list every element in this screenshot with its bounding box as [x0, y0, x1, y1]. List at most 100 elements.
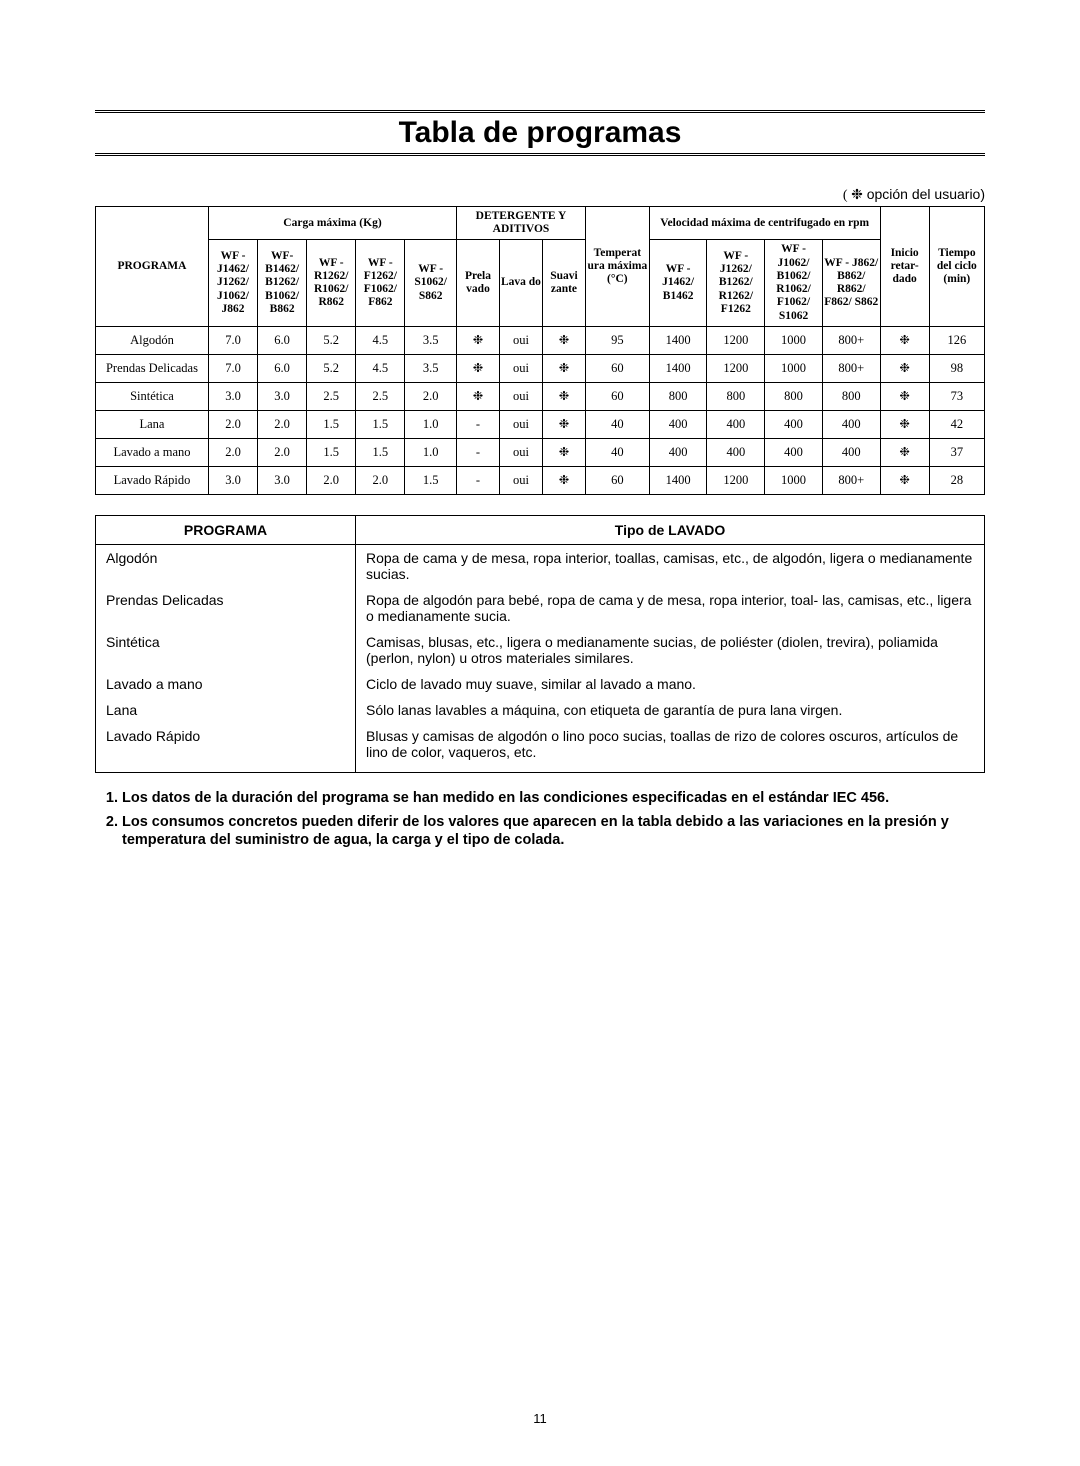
table-cell: 2.5	[356, 382, 405, 410]
table-cell: 400	[822, 438, 880, 466]
table-cell: oui	[499, 382, 542, 410]
table-cell: -	[457, 466, 500, 494]
table-cell: 40	[585, 438, 649, 466]
table-cell: 42	[929, 410, 984, 438]
table-row: Lavado Rápido3.03.02.02.01.5-oui❉6014001…	[96, 466, 985, 494]
table-row: LanaSólo lanas lavables a máquina, con e…	[96, 697, 985, 723]
table-cell: 40	[585, 410, 649, 438]
table-cell: 1.5	[307, 410, 356, 438]
table-cell: Sintética	[96, 382, 209, 410]
table-cell: ❉	[542, 382, 585, 410]
table-cell: 2.0	[307, 466, 356, 494]
th-det1: Prela vado	[457, 240, 500, 326]
th-det3: Suavi zante	[542, 240, 585, 326]
th-load3: WF - R1262/ R1062/ R862	[307, 240, 356, 326]
table-cell: 2.0	[405, 382, 457, 410]
th-load4: WF - F1262/ F1062/ F862	[356, 240, 405, 326]
table-cell: 126	[929, 326, 984, 354]
table-cell: 2.0	[258, 438, 307, 466]
table-cell: 800+	[822, 466, 880, 494]
table-cell: 800	[822, 382, 880, 410]
table-row: Lana2.02.01.51.51.0-oui❉40400400400400❉4…	[96, 410, 985, 438]
tipo-header-tipo: Tipo de LAVADO	[356, 515, 985, 544]
th-inicio: Inicio retar- dado	[880, 207, 929, 327]
wash-type-table: PROGRAMA Tipo de LAVADO AlgodónRopa de c…	[95, 515, 985, 773]
table-cell: 98	[929, 354, 984, 382]
page-number: 11	[0, 1411, 1080, 1426]
table-cell: Lavado Rápido	[96, 466, 209, 494]
table-cell: 4.5	[356, 326, 405, 354]
th-carga: Carga máxima (Kg)	[208, 207, 456, 240]
table-row: Lavado RápidoBlusas y camisas de algodón…	[96, 723, 985, 773]
table-cell: 1.5	[356, 438, 405, 466]
table-cell: 6.0	[258, 354, 307, 382]
table-cell: 2.0	[356, 466, 405, 494]
user-option-text: opción del usuario)	[867, 186, 985, 202]
table-cell: 3.0	[208, 382, 257, 410]
table-cell: 800	[649, 382, 707, 410]
programs-table-head: PROGRAMA Carga máxima (Kg) DETERGENTE Y …	[96, 207, 985, 327]
table-cell: 37	[929, 438, 984, 466]
tipo-programa-cell: Lavado a mano	[96, 671, 356, 697]
th-load5: WF - S1062/ S862	[405, 240, 457, 326]
table-cell: 400	[649, 410, 707, 438]
table-cell: 1000	[765, 466, 823, 494]
th-tiempo: Tiempo del ciclo (min)	[929, 207, 984, 327]
table-cell: 1000	[765, 354, 823, 382]
table-cell: 800	[707, 382, 765, 410]
table-cell: 400	[822, 410, 880, 438]
user-option-note: ( ❉ opción del usuario)	[95, 186, 985, 204]
table-row: Prendas DelicadasRopa de algodón para be…	[96, 587, 985, 629]
table-cell: 1400	[649, 466, 707, 494]
notes: Los datos de la duración del programa se…	[95, 789, 985, 849]
table-row: AlgodónRopa de cama y de mesa, ropa inte…	[96, 544, 985, 587]
table-cell: ❉	[542, 466, 585, 494]
star-icon: ( ❉	[843, 188, 863, 203]
programs-table-body: Algodón7.06.05.24.53.5❉oui❉9514001200100…	[96, 326, 985, 494]
th-sp2: WF - J1262/ B1262/ R1262/ F1262	[707, 240, 765, 326]
table-cell: 2.0	[208, 410, 257, 438]
table-cell: 1.5	[405, 466, 457, 494]
table-cell: 2.0	[208, 438, 257, 466]
table-cell: oui	[499, 354, 542, 382]
table-cell: 60	[585, 382, 649, 410]
table-cell: 2.5	[307, 382, 356, 410]
tipo-desc-cell: Sólo lanas lavables a máquina, con etiqu…	[356, 697, 985, 723]
table-cell: ❉	[880, 354, 929, 382]
table-cell: ❉	[457, 382, 500, 410]
tipo-programa-cell: Algodón	[96, 544, 356, 587]
table-cell: ❉	[880, 326, 929, 354]
table-cell: 60	[585, 354, 649, 382]
table-cell: Lavado a mano	[96, 438, 209, 466]
table-cell: 2.0	[258, 410, 307, 438]
th-sp1: WF - J1462/ B1462	[649, 240, 707, 326]
table-cell: 400	[707, 438, 765, 466]
tipo-programa-cell: Prendas Delicadas	[96, 587, 356, 629]
table-cell: 1200	[707, 354, 765, 382]
tipo-desc-cell: Camisas, blusas, etc., ligera o medianam…	[356, 629, 985, 671]
table-cell: -	[457, 410, 500, 438]
note-1: Los datos de la duración del programa se…	[122, 789, 980, 807]
table-cell: 1200	[707, 326, 765, 354]
table-cell: 400	[707, 410, 765, 438]
table-cell: 1400	[649, 326, 707, 354]
table-cell: 3.5	[405, 326, 457, 354]
th-velocidad: Velocidad máxima de centrifugado en rpm	[649, 207, 880, 240]
tipo-header-programa: PROGRAMA	[96, 515, 356, 544]
table-row: Lavado a mano2.02.01.51.51.0-oui❉4040040…	[96, 438, 985, 466]
table-cell: oui	[499, 466, 542, 494]
wash-type-table-body: AlgodónRopa de cama y de mesa, ropa inte…	[96, 544, 985, 772]
table-cell: 7.0	[208, 354, 257, 382]
table-cell: -	[457, 438, 500, 466]
table-cell: 5.2	[307, 326, 356, 354]
table-cell: 3.0	[208, 466, 257, 494]
tipo-desc-cell: Ropa de cama y de mesa, ropa interior, t…	[356, 544, 985, 587]
table-cell: 800	[765, 382, 823, 410]
table-cell: ❉	[457, 326, 500, 354]
th-det2: Lava do	[499, 240, 542, 326]
table-cell: 1.5	[307, 438, 356, 466]
table-cell: 1.5	[356, 410, 405, 438]
title-bar: Tabla de programas	[95, 110, 985, 156]
table-cell: Lana	[96, 410, 209, 438]
table-cell: 3.5	[405, 354, 457, 382]
